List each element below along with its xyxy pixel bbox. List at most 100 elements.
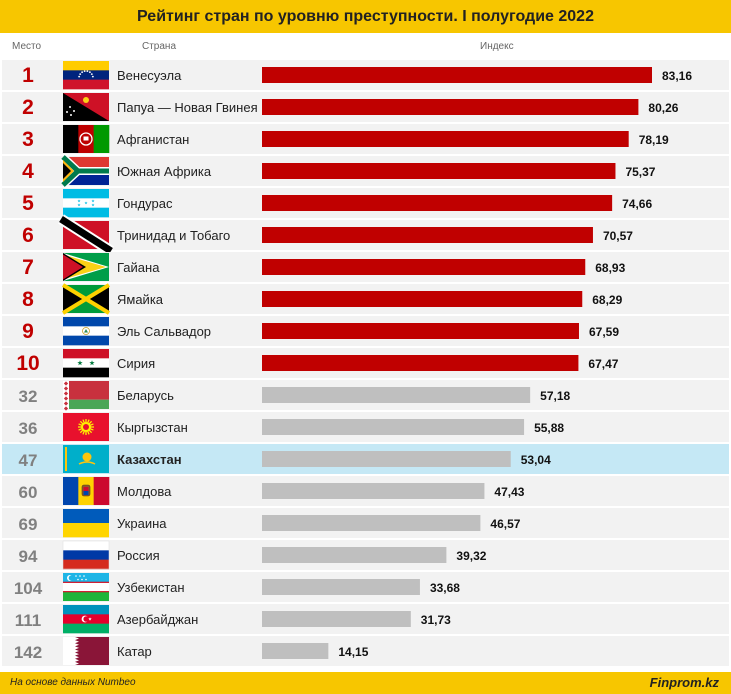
qatar-flag-icon: [63, 637, 109, 665]
country-label: Беларусь: [117, 388, 174, 403]
bar: [262, 291, 583, 307]
value-label: 31,73: [421, 613, 451, 627]
guyana-flag-icon: [63, 253, 109, 281]
row-honduras: 5 Гондурас 74,66: [2, 188, 729, 218]
ukraine-flag-icon: [63, 509, 109, 538]
value-label: 75,37: [625, 165, 655, 179]
footer-bar: На основе данных Numbeo Finprom.kz: [0, 672, 731, 694]
value-label: 53,04: [521, 453, 551, 467]
header-country: Страна: [142, 41, 177, 52]
country-label: Сирия: [117, 356, 155, 371]
rank-label: 8: [22, 288, 34, 311]
row-belarus: 32 Беларусь 57,18: [2, 380, 729, 411]
row-trinidad-and-tobago: 6 Тринидад и Тобаго 70,57: [2, 214, 729, 256]
bar: [262, 419, 525, 435]
bar: [262, 387, 531, 403]
rank-label: 111: [15, 611, 42, 630]
country-label: Молдова: [117, 484, 172, 499]
header-rank: Место: [12, 41, 42, 52]
value-label: 80,26: [648, 101, 678, 115]
country-label: Афганистан: [117, 132, 189, 147]
row-background: [2, 636, 729, 666]
row-moldova: 60 Молдова 47,43: [2, 476, 729, 506]
chart-title: Рейтинг стран по уровню преступности. I …: [137, 7, 594, 25]
country-label: Россия: [117, 548, 160, 563]
row-jamaica: 8 Ямайка 68,29: [2, 283, 729, 315]
row-south-africa: 4 Южная Африка 75,37: [2, 154, 729, 188]
kyrgyzstan-flag-icon: [63, 413, 109, 441]
country-label: Гайана: [117, 260, 160, 275]
bar: [262, 67, 652, 83]
moldova-flag-icon: [63, 477, 110, 505]
row-venezuela: 1 Венесуэла 83,16: [2, 60, 729, 90]
rank-label: 32: [19, 387, 38, 406]
country-label: Венесуэла: [117, 68, 182, 83]
country-label: Южная Африка: [117, 164, 212, 179]
source-note: На основе данных Numbeo: [10, 677, 136, 688]
honduras-flag-icon: [63, 189, 109, 218]
value-label: 68,93: [595, 261, 625, 275]
venezuela-flag-icon: [63, 61, 109, 90]
value-label: 47,43: [494, 485, 524, 499]
bar: [262, 195, 613, 211]
row-kazakhstan: 47 Казахстан 53,04: [2, 444, 729, 474]
value-label: 39,32: [456, 549, 486, 563]
value-label: 74,66: [622, 197, 652, 211]
value-label: 33,68: [430, 581, 460, 595]
bar: [262, 355, 579, 371]
country-label: Кыргызстан: [117, 420, 188, 435]
country-label: Тринидад и Тобаго: [117, 228, 230, 243]
bar: [262, 323, 579, 339]
value-label: 57,18: [540, 389, 570, 403]
country-label: Гондурас: [117, 196, 173, 211]
jamaica-flag-icon: [61, 283, 111, 315]
el-salvador-flag-icon: [63, 317, 109, 346]
bar: [262, 451, 511, 467]
rank-label: 9: [22, 320, 34, 343]
rank-label: 104: [14, 579, 43, 598]
trinidad-and-tobago-flag-icon: [58, 214, 114, 256]
russia-flag-icon: [62, 540, 110, 570]
row-afghanistan: 3 Афганистан 78,19: [2, 124, 729, 154]
brand-logo: Finprom.kz: [649, 675, 719, 690]
header-index: Индекс: [480, 41, 514, 52]
value-label: 78,19: [639, 133, 669, 147]
bar: [262, 547, 447, 563]
bar: [262, 259, 586, 275]
row-el-salvador: 9 Эль Сальвадор 67,59: [2, 316, 729, 346]
country-label: Папуа — Новая Гвинея: [117, 100, 258, 115]
rank-label: 3: [22, 128, 34, 151]
belarus-flag-icon: [63, 381, 109, 411]
rank-label: 60: [19, 483, 38, 502]
syria-flag-icon: [63, 349, 109, 378]
value-label: 83,16: [662, 69, 692, 83]
rank-label: 4: [22, 160, 34, 183]
rank-label: 69: [19, 515, 38, 534]
row-azerbaijan: 111 Азербайджан 31,73: [2, 604, 729, 634]
row-papua-new-guinea: 2 Папуа — Новая Гвинея 80,26: [2, 92, 729, 122]
rank-label: 47: [19, 451, 38, 470]
country-label: Катар: [117, 644, 152, 659]
kazakhstan-flag-icon: [63, 445, 109, 473]
value-label: 67,47: [588, 357, 618, 371]
country-label: Украина: [117, 516, 167, 531]
country-label: Эль Сальвадор: [117, 324, 211, 339]
rank-label: 5: [22, 192, 34, 215]
row-russia: 94 Россия 39,32: [2, 540, 729, 570]
rank-label: 1: [22, 64, 34, 87]
country-label: Казахстан: [117, 452, 182, 467]
rank-label: 94: [19, 547, 38, 566]
row-ukraine: 69 Украина 46,57: [2, 508, 729, 538]
bar: [262, 99, 639, 115]
bar: [262, 515, 481, 531]
bar: [262, 227, 593, 243]
bar: [262, 131, 629, 147]
country-label: Азербайджан: [117, 612, 198, 627]
row-kyrgyzstan: 36 Кыргызстан 55,88: [2, 412, 729, 442]
country-label: Ямайка: [117, 292, 164, 307]
rank-label: 7: [22, 256, 34, 279]
row-uzbekistan: 104 Узбекистан 33,68: [2, 572, 729, 602]
country-label: Узбекистан: [117, 580, 185, 595]
rank-label: 6: [22, 224, 34, 247]
